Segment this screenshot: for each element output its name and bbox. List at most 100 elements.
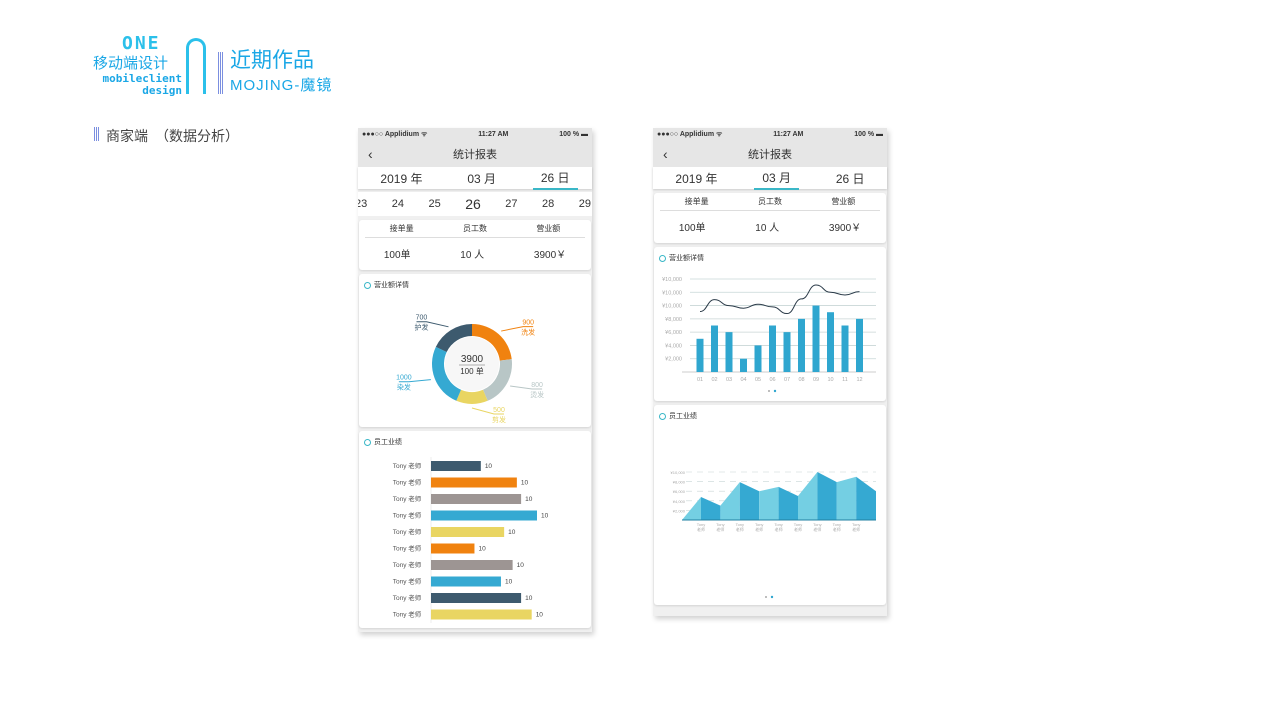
phone-screen-month: ●●●○○ Applidium ᯤ 11:27 AM 100 % ▬ ‹ 统计报表 2… [653,128,887,616]
x-tick-label: Tony [716,522,724,527]
y-tick-label: ¥10,000 [662,304,682,310]
month-tab[interactable]: 03 月 [754,167,799,190]
hbar-bar [431,494,522,504]
day-tab[interactable]: 26 日 [532,167,578,190]
donut-slice-label: 烫发 [530,390,544,399]
x-tick-label: Tony [852,522,860,527]
divider-bars-icon [218,52,224,94]
day-item[interactable]: 27 [505,198,518,210]
hbar-name: Tony 老师 [393,478,422,487]
x-tick-label: 老师 [833,526,841,532]
revenue-donut-card: 营业额详情 900 洗发 800 烫发 500 剪发 1000 染发 700 护发 3900 100 … [359,274,591,427]
bar [783,332,791,372]
x-tick-label: 老师 [716,526,724,532]
donut-slice-label: 洗发 [521,328,535,337]
y-tick-label: ¥8,000 [665,317,682,323]
hbar-value: 10 [536,612,544,619]
hbar-value: 10 [541,513,549,520]
card-title: 员工业绩 [374,439,402,446]
page-dot [768,390,770,392]
bar [711,325,718,372]
hbar-bar [431,576,501,587]
hbar-name: Tony 老师 [393,544,422,553]
section-title: 商家端 （数据分析） [106,128,239,144]
line-series [699,284,860,315]
back-icon[interactable]: ‹ [663,145,668,162]
status-bar: ●●●○○ Applidium ᯤ 11:27 AM 100 % ▬ [358,128,592,140]
logo-en: mobileclient design [84,73,182,97]
day-tab[interactable]: 26 日 [835,171,865,186]
status-bar: ●●●○○ Applidium ᯤ 11:27 AM 100 % ▬ [653,128,887,140]
donut-slice [482,359,512,401]
area-segment [739,482,760,520]
page-title: 近期作品 [230,49,314,72]
stat-label: 接单量 [684,197,709,206]
stats-card: 接单量 员工数 营业额 100单 10 人 3900￥ [654,193,886,243]
carrier: ●●●○○ Applidium ᯤ [657,130,723,138]
bar [812,305,820,372]
day-item-selected[interactable]: 26 [465,196,481,212]
x-tick-label: Tony [736,522,744,527]
hbar-value: 10 [505,579,513,586]
year-tab[interactable]: 2019 年 [675,171,718,186]
x-tick-label: 10 [827,377,833,383]
revenue-bar-line-chart: ¥2,000 ¥4,000 ¥6,000 ¥8,000 ¥10,000 ¥10,000 ¥1… [662,277,876,393]
hbar-value: 10 [521,480,529,487]
x-tick-label: 老师 [775,526,783,532]
x-tick-label: 老师 [697,526,705,532]
carrier: ●●●○○ Applidium ᯤ [362,130,428,138]
hbar-value: 10 [508,529,516,536]
x-tick-label: 老师 [736,526,744,532]
x-tick-label: Tony [697,522,705,527]
donut-center-sub: 100 单 [460,366,484,376]
card-title: 员工业绩 [669,413,697,420]
x-tick-label: 04 [740,377,746,383]
donut-leader [398,379,431,383]
page-subtitle: MOJING-魔镜 [230,77,333,94]
circle-icon [659,254,666,262]
donut-slice-label: 染发 [397,383,411,392]
time: 11:27 AM [773,130,804,138]
x-tick-label: 老师 [813,526,821,532]
y-tick-label: ¥6,000 [673,489,686,494]
x-tick-label: 05 [755,377,761,383]
y-tick-label: ¥4,000 [665,343,682,349]
day-item[interactable]: 25 [428,198,441,210]
phone-screen-day: ●●●○○ Applidium ᯤ 11:27 AM 100 % ▬ ‹ 统计报表 2… [358,128,592,632]
day-item[interactable]: 28 [542,198,555,210]
donut-leader [501,326,534,332]
time: 11:27 AM [478,130,509,138]
year-tab[interactable]: 2019 年 [380,171,423,186]
month-tab[interactable]: 03 月 [467,171,496,186]
hbar-bar [431,477,517,488]
bar [827,312,834,372]
y-tick-label: ¥6,000 [665,330,682,336]
hbar-value: 10 [478,546,486,553]
day-item[interactable]: 29 [578,198,591,210]
day-item[interactable]: 23 [358,198,368,210]
nav-title: 统计报表 [453,148,497,161]
day-item[interactable]: 24 [391,198,404,210]
bar [769,325,776,372]
donut-slice-value: 500 [493,407,505,414]
section-bars-icon [94,127,100,141]
day-scroller[interactable]: 23 24 25 26 27 28 29 [358,192,592,216]
stats-card: 接单量 员工数 营业额 100单 10 人 3900￥ [359,220,591,270]
hbar-name: Tony 老师 [393,527,422,536]
nav-bar: ‹ 统计报表 [653,140,887,167]
hbar-value: 10 [525,595,533,602]
bar [696,338,704,372]
x-tick-label: Tony [755,522,763,527]
logo-en-1: mobileclient [102,72,182,85]
x-tick-label: 12 [856,377,862,383]
donut-center [445,337,499,391]
back-icon[interactable]: ‹ [368,145,373,162]
area-segment [682,496,701,520]
staff-bar-chart: Tony 老师 10 Tony 老师 10 Tony 老师 10 Tony 老师 10 Tony… [393,457,549,623]
bar [740,358,747,372]
stat-value: 10 人 [755,222,780,234]
bar [841,325,849,372]
page-dot [765,596,767,598]
stat-label: 营业额 [831,197,856,206]
area-segment [817,472,837,520]
